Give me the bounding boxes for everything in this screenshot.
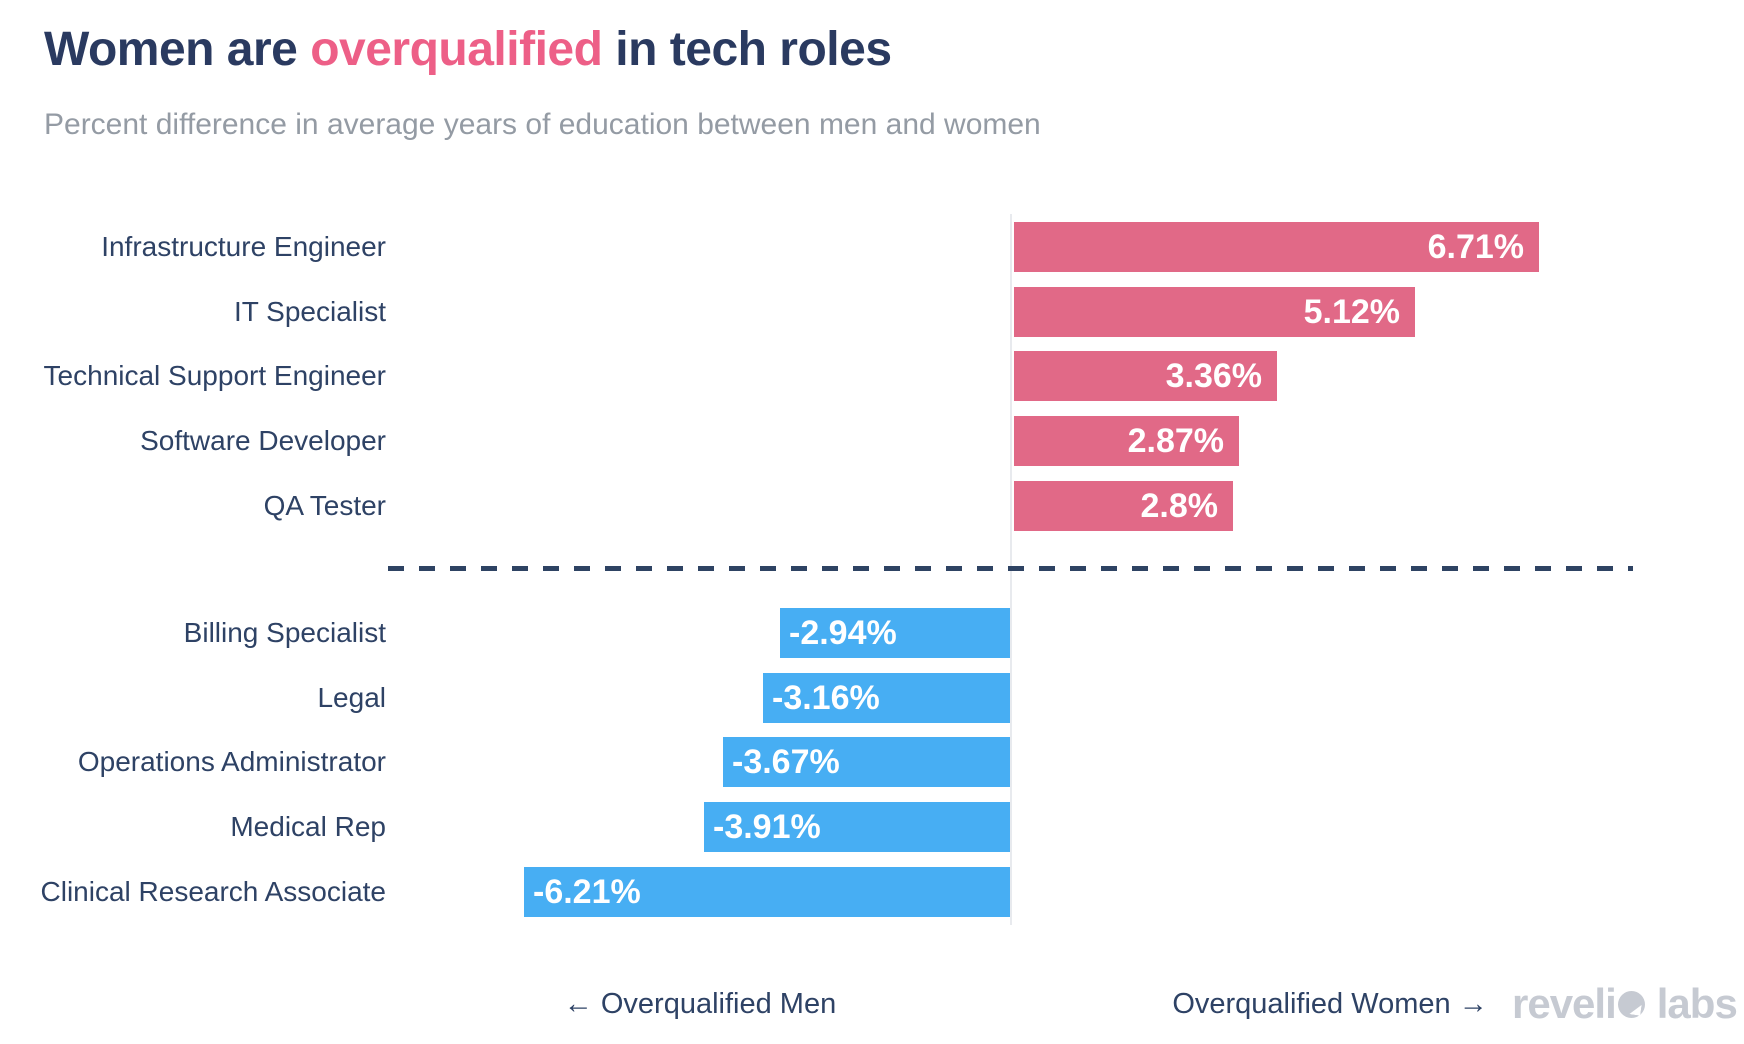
bar-value-label: -3.67% (732, 743, 840, 781)
category-label: Clinical Research Associate (40, 876, 387, 907)
bar-value-label: 3.36% (1165, 357, 1262, 395)
title-suffix: in tech roles (602, 23, 892, 76)
chart-row: Technical Support Engineer 3.36% (0, 351, 1744, 401)
bar-value-label: 2.87% (1127, 422, 1224, 460)
bar-overqualified-men: -6.21% (524, 867, 1010, 917)
category-label: Operations Administrator (77, 746, 386, 777)
bar-value-label: -2.94% (789, 614, 897, 652)
logo-text-reveli: reveli (1512, 980, 1617, 1027)
bar-value-label: 5.12% (1303, 293, 1400, 331)
bar-overqualified-men: -3.16% (763, 673, 1010, 723)
chart-row: Operations Administrator -3.67% (0, 737, 1744, 787)
bar-value-label: -3.16% (772, 679, 880, 717)
chart-row: IT Specialist 5.12% (0, 287, 1744, 337)
bar-value-label: 2.8% (1140, 487, 1219, 525)
bar-overqualified-women: 2.87% (1014, 416, 1239, 466)
category-label: Software Developer (140, 425, 386, 456)
bar-overqualified-men: -3.91% (704, 802, 1010, 852)
title-prefix: Women are (44, 23, 311, 76)
title-highlight: overqualified (310, 23, 603, 76)
logo-text-labs: labs (1656, 980, 1738, 1027)
bar-overqualified-men: -2.94% (780, 608, 1010, 658)
category-label: Legal (317, 682, 386, 713)
chart-row: Clinical Research Associate -6.21% (0, 867, 1744, 917)
bar-value-label: -3.91% (713, 808, 821, 846)
bar-overqualified-women: 6.71% (1014, 222, 1539, 272)
divider-dashed-line (388, 566, 1633, 571)
bar-overqualified-women: 3.36% (1014, 351, 1277, 401)
bar-overqualified-men: -3.67% (723, 737, 1010, 787)
page-title: Women are overqualified in tech roles (44, 22, 892, 77)
bar-overqualified-women: 2.8% (1014, 481, 1233, 531)
x-axis-note-overqualified-men: ← Overqualified Men (563, 988, 837, 1020)
category-label: Infrastructure Engineer (101, 231, 386, 262)
category-label: QA Tester (263, 490, 386, 521)
x-axis-note-overqualified-women: Overqualified Women → (1172, 988, 1488, 1020)
chart-row: QA Tester 2.8% (0, 481, 1744, 531)
category-label: IT Specialist (234, 296, 386, 327)
bar-value-label: 6.71% (1427, 228, 1524, 266)
chart-row: Legal -3.16% (0, 673, 1744, 723)
revelio-labs-logo: reveli labs (1512, 980, 1738, 1028)
category-label: Technical Support Engineer (43, 360, 386, 391)
bar-overqualified-women: 5.12% (1014, 287, 1415, 337)
category-label: Medical Rep (230, 811, 386, 842)
chart-row: Infrastructure Engineer 6.71% (0, 222, 1744, 272)
bar-value-label: -6.21% (533, 873, 641, 911)
chart-row: Software Developer 2.87% (0, 416, 1744, 466)
revelio-o-icon (1617, 991, 1645, 1018)
chart-row: Medical Rep -3.91% (0, 802, 1744, 852)
chart-subtitle: Percent difference in average years of e… (44, 108, 1041, 141)
chart-row: Billing Specialist -2.94% (0, 608, 1744, 658)
category-label: Billing Specialist (183, 617, 386, 648)
